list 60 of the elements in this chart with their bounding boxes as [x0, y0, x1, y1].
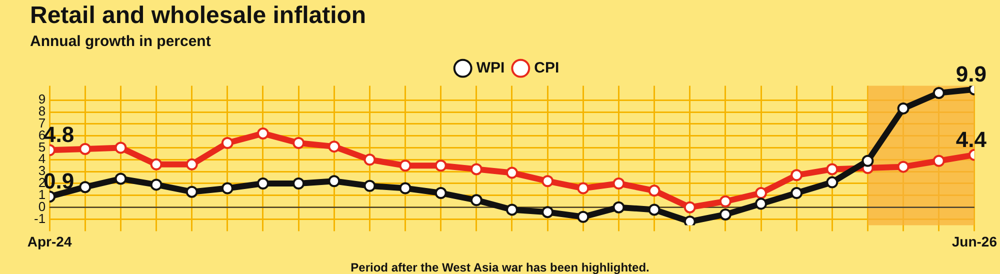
point [755, 187, 768, 200]
point [790, 169, 803, 182]
point [542, 206, 554, 218]
point [256, 127, 269, 140]
point [648, 184, 660, 197]
point [542, 175, 554, 188]
point [790, 187, 803, 200]
point [328, 175, 340, 188]
chart-subtitle: Annual growth in percent [30, 32, 211, 50]
point [755, 198, 768, 210]
point [577, 210, 590, 223]
point [364, 180, 376, 192]
point [292, 136, 305, 149]
point [826, 163, 838, 176]
point [434, 160, 447, 172]
point [328, 140, 340, 153]
point [612, 201, 625, 214]
point [150, 178, 162, 191]
point [684, 201, 696, 214]
legend-label: CPI [534, 59, 560, 76]
data-label: 9.9 [956, 61, 986, 86]
point [719, 195, 732, 208]
point [506, 166, 518, 179]
point [186, 186, 198, 198]
point [612, 178, 625, 190]
point [79, 181, 92, 194]
point [897, 160, 910, 173]
point [150, 158, 162, 170]
point [719, 208, 732, 220]
point [364, 154, 376, 166]
point [292, 178, 305, 190]
data-label: 4.8 [44, 122, 74, 148]
point [932, 86, 945, 99]
data-label: 0.9 [44, 168, 74, 194]
point [399, 160, 412, 172]
point [826, 176, 838, 188]
data-label: 4.4 [956, 126, 988, 152]
point [684, 216, 696, 226]
point [470, 163, 482, 176]
chart-title: Retail and wholesale inflation [30, 2, 366, 30]
legend-label: WPI [476, 59, 505, 76]
point [221, 182, 234, 194]
point [506, 204, 518, 216]
text: Period after the West Asia war has been highlighted. [350, 260, 650, 274]
point [79, 142, 92, 155]
point [470, 194, 482, 206]
point [221, 136, 234, 149]
point [434, 187, 447, 200]
point [256, 178, 269, 190]
point [932, 154, 945, 167]
x-tick-label: Jun-26 [952, 233, 998, 250]
point [577, 182, 590, 194]
point [897, 102, 910, 114]
point [186, 158, 198, 170]
point [648, 204, 660, 216]
point [862, 154, 874, 167]
point [114, 142, 127, 154]
x-tick-label: Apr-24 [27, 233, 72, 250]
point [114, 172, 127, 185]
point [399, 182, 412, 194]
